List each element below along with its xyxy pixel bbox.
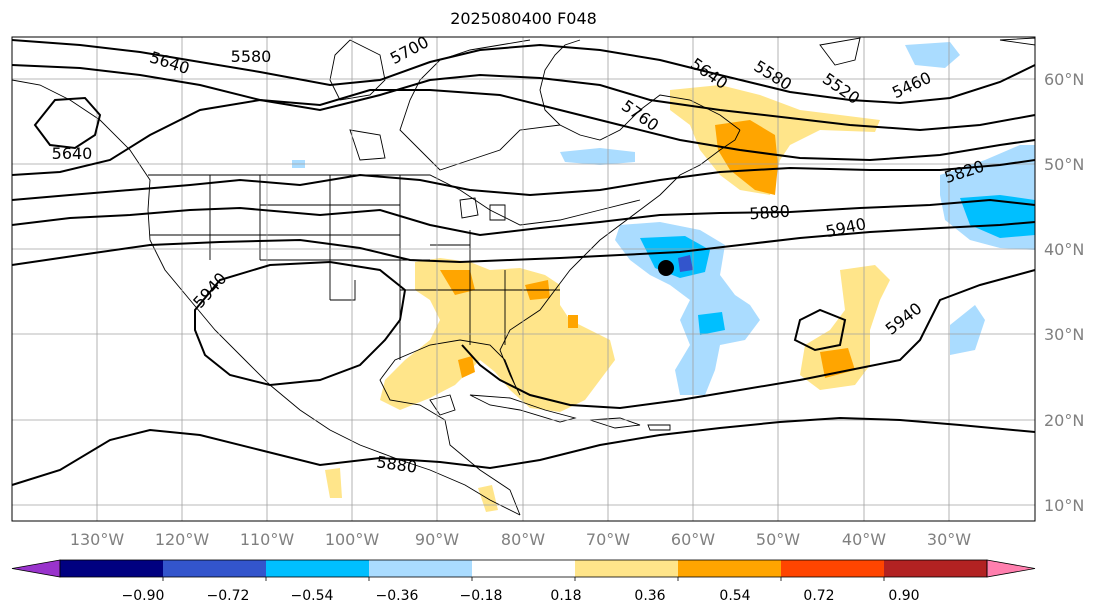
lat-label: 20°N <box>1044 411 1084 430</box>
latitude-labels: 60°N 50°N 40°N 30°N 20°N 10°N <box>1044 70 1084 515</box>
colorbar-tick: 0.36 <box>634 588 665 604</box>
colorbar-segment <box>781 560 885 577</box>
colorbar-segment <box>369 560 473 577</box>
lon-label: 30°W <box>927 530 971 549</box>
colorbar-tick: −0.36 <box>376 588 419 604</box>
longitude-labels: 130°W 120°W 110°W 100°W 90°W 80°W 70°W 6… <box>70 530 971 549</box>
lon-label: 110°W <box>240 530 295 549</box>
lon-label: 70°W <box>586 530 630 549</box>
lon-label: 80°W <box>501 530 545 549</box>
storm-center-marker <box>658 260 674 276</box>
map-frame <box>11 36 1036 522</box>
colorbar-tick-labels: −0.90 −0.72 −0.54 −0.36 −0.18 0.18 0.36 … <box>122 588 920 604</box>
colorbar-extend-max <box>986 559 1036 578</box>
colorbar-tick: −0.54 <box>291 588 334 604</box>
colorbar-extend-min <box>11 559 61 578</box>
lat-label: 50°N <box>1044 155 1084 174</box>
anomaly-shading <box>292 42 1035 512</box>
colorbar-tick: −0.72 <box>207 588 250 604</box>
lat-label: 60°N <box>1044 70 1084 89</box>
lon-label: 90°W <box>415 530 459 549</box>
colorbar-frame <box>59 559 988 578</box>
lon-label: 50°W <box>756 530 800 549</box>
lon-label: 120°W <box>155 530 210 549</box>
colorbar-tick: −0.90 <box>122 588 165 604</box>
colorbar-segment <box>678 560 782 577</box>
graticule <box>12 37 1035 521</box>
lon-label: 100°W <box>325 530 380 549</box>
lat-label: 30°N <box>1044 325 1084 344</box>
lon-label: 60°W <box>671 530 715 549</box>
lon-label: 40°W <box>842 530 886 549</box>
contour-label: 5580 <box>231 47 272 66</box>
colorbar-tick: 0.54 <box>719 588 750 604</box>
colorbar-segment <box>60 560 164 577</box>
lat-label: 40°N <box>1044 240 1084 259</box>
colorbar-segment <box>575 560 679 577</box>
colorbar-segment <box>472 560 576 577</box>
height-contours <box>11 39 1036 486</box>
lon-label: 130°W <box>70 530 125 549</box>
colorbar-tick: −0.18 <box>460 588 503 604</box>
colorbar-segment <box>266 560 370 577</box>
colorbar-segment <box>163 560 267 577</box>
colorbar-tick: 0.90 <box>888 588 919 604</box>
colorbar-tick: 0.18 <box>550 588 581 604</box>
colorbar-tick: 0.72 <box>803 588 834 604</box>
map-title: 2025080400 F048 <box>450 9 597 28</box>
colorbar-segment <box>884 560 988 577</box>
colorbar <box>11 559 1036 581</box>
lat-label: 10°N <box>1044 496 1084 515</box>
contour-label: 5640 <box>52 144 93 163</box>
contour-label: 5880 <box>749 202 791 224</box>
